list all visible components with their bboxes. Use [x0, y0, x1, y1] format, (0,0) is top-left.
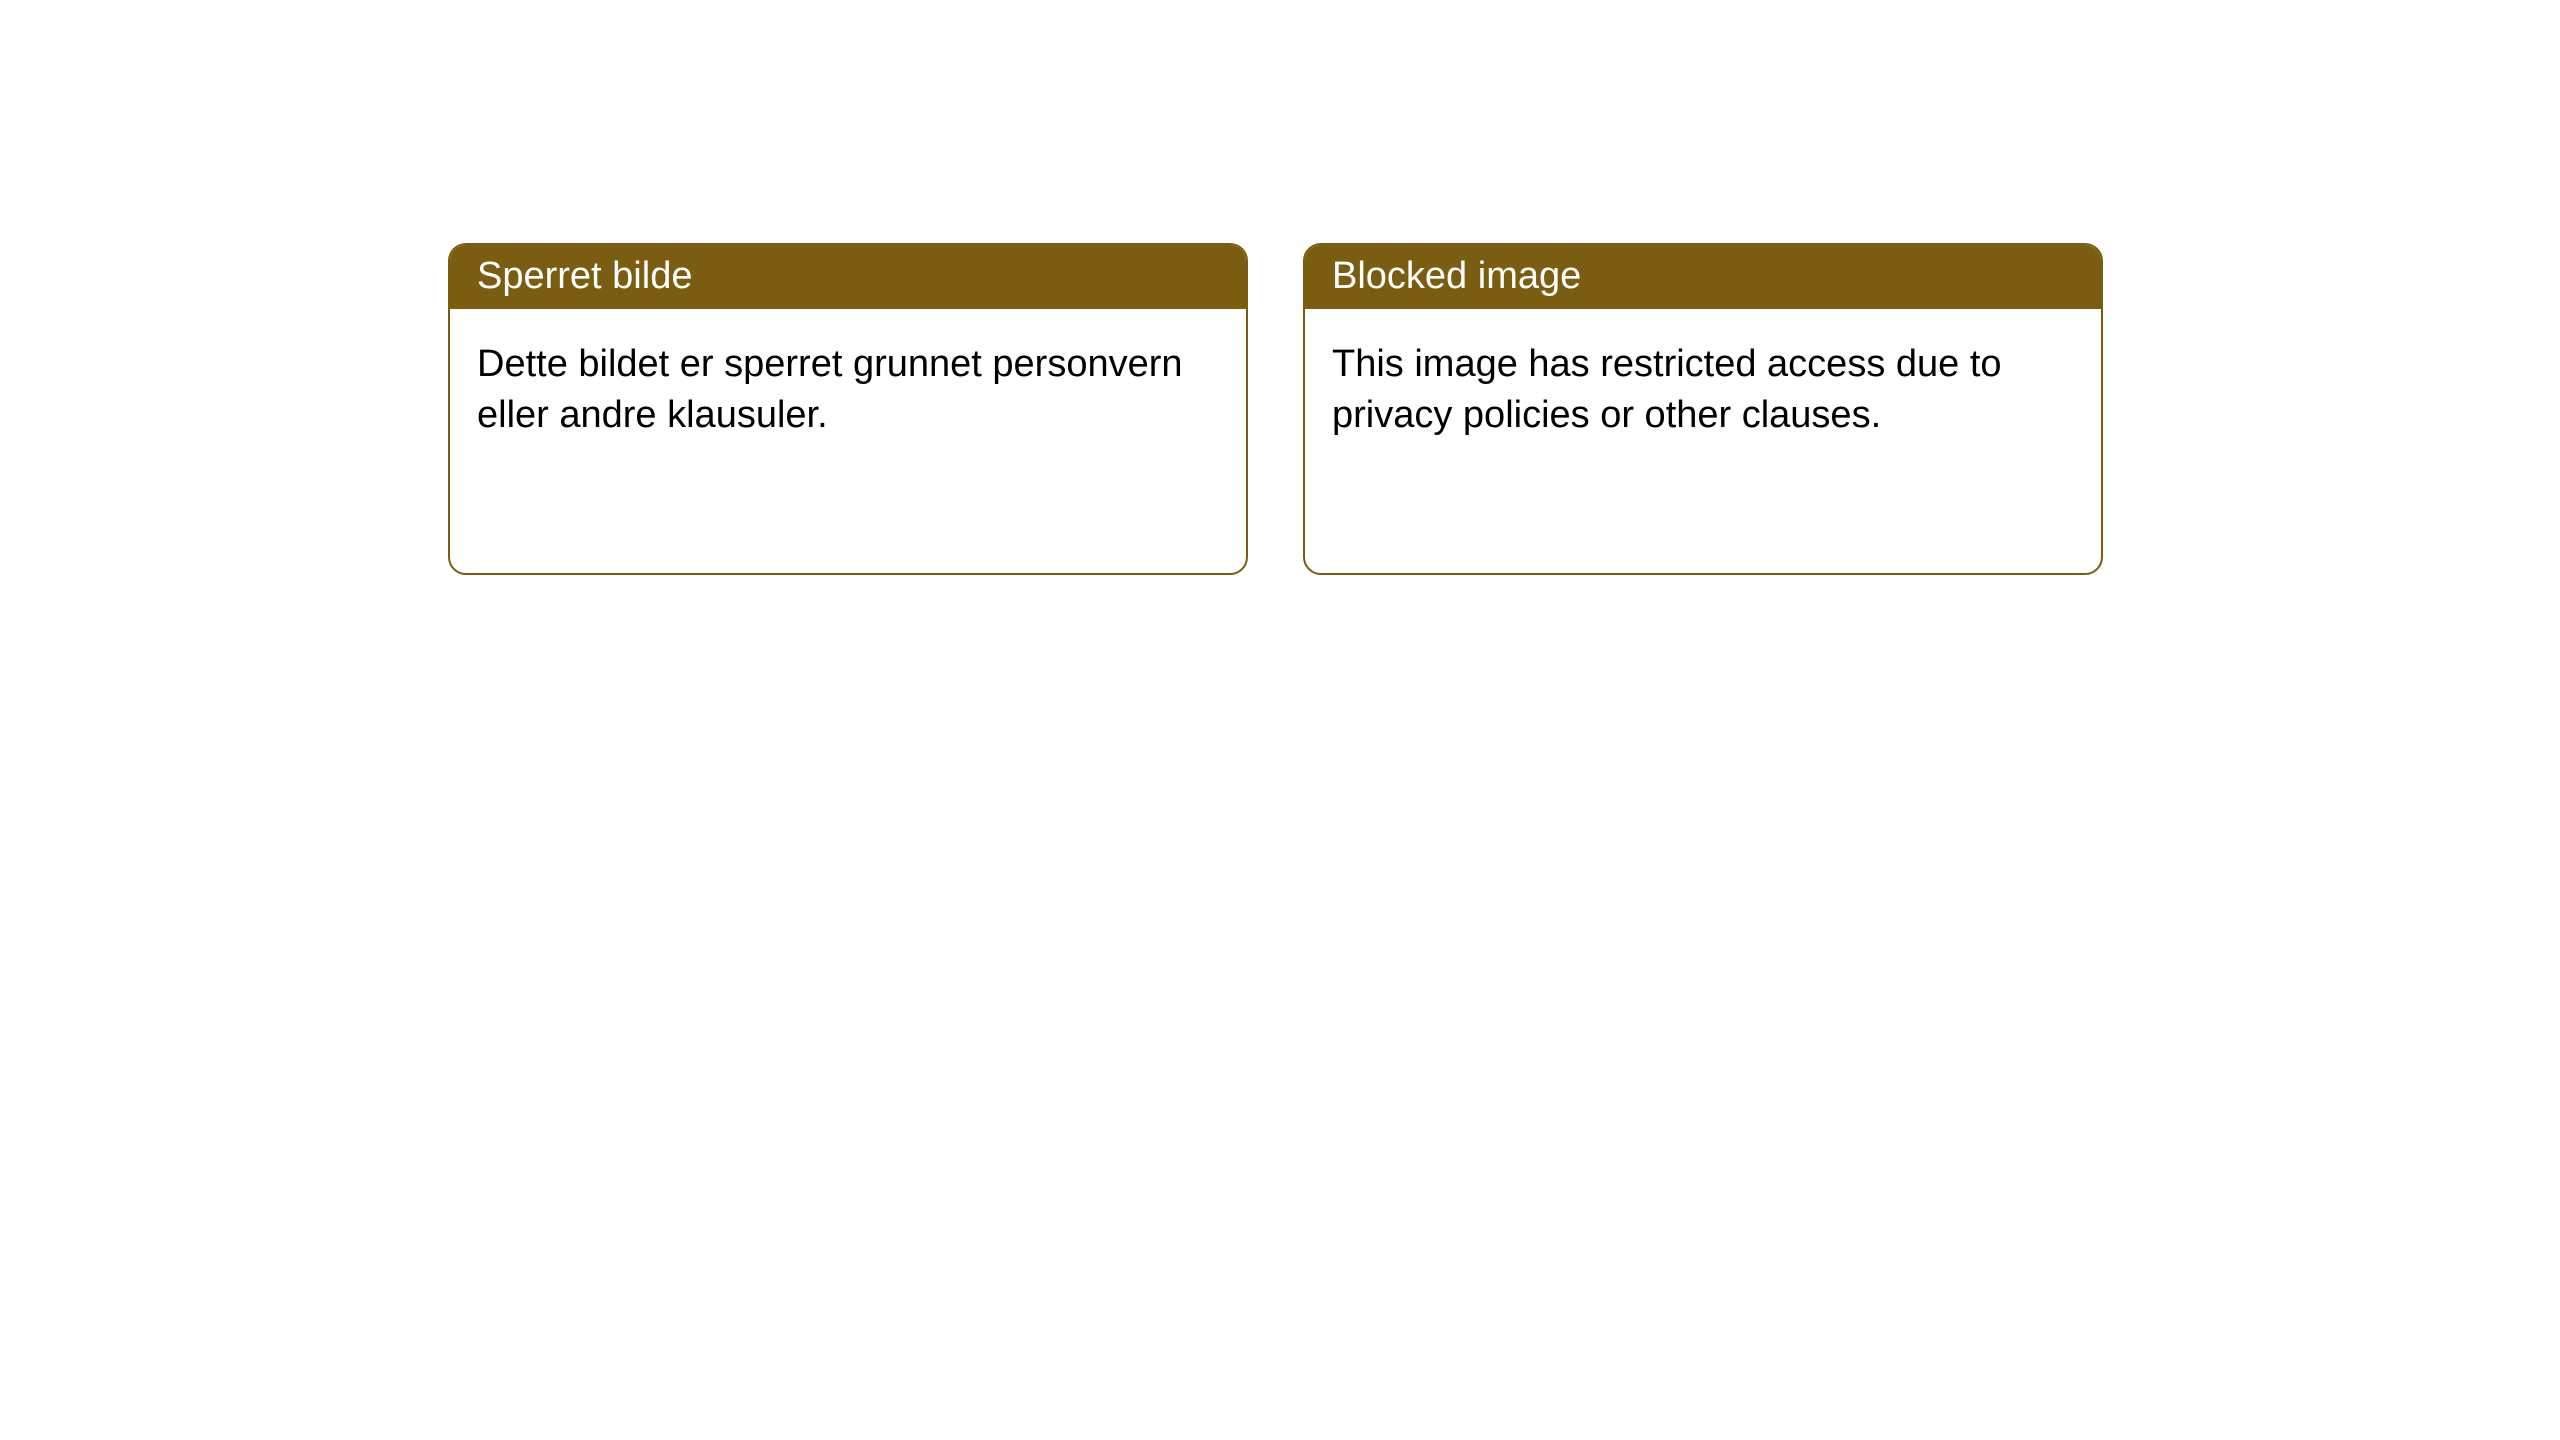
notice-card-norwegian: Sperret bilde Dette bildet er sperret gr… [448, 243, 1248, 575]
notice-body: Dette bildet er sperret grunnet personve… [450, 309, 1246, 472]
notice-card-english: Blocked image This image has restricted … [1303, 243, 2103, 575]
notice-header: Blocked image [1305, 245, 2101, 309]
notice-body: This image has restricted access due to … [1305, 309, 2101, 472]
notice-header: Sperret bilde [450, 245, 1246, 309]
notice-container: Sperret bilde Dette bildet er sperret gr… [0, 0, 2560, 575]
